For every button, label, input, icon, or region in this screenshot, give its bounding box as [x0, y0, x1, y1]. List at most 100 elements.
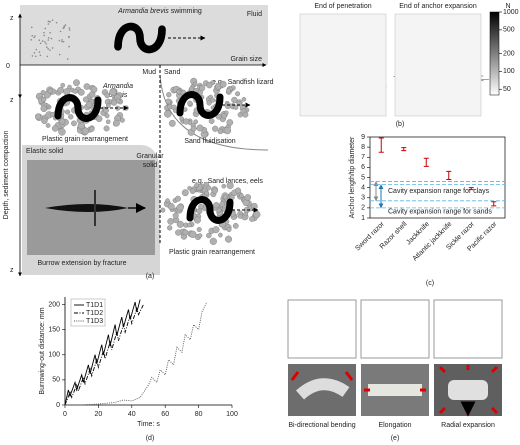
- x-tick-label: 20: [95, 411, 103, 418]
- grain: [34, 113, 42, 120]
- grain: [51, 125, 59, 132]
- grain: [68, 114, 74, 120]
- grain: [165, 98, 172, 105]
- grain: [165, 198, 170, 203]
- grain: [40, 90, 46, 95]
- grain: [221, 183, 227, 189]
- x-tick-label: 40: [128, 411, 136, 418]
- bg-dot: [62, 40, 65, 43]
- grain: [65, 109, 71, 115]
- y-tick-label: 5: [361, 174, 365, 181]
- grain: [59, 118, 66, 125]
- grain: [233, 105, 239, 110]
- range-label: Cavity expansion range for clays: [388, 188, 490, 195]
- grain: [226, 227, 232, 232]
- grain: [208, 118, 215, 124]
- fracture-arrows: [94, 190, 145, 226]
- y-tick-label: 9: [361, 134, 365, 141]
- x-tick-label: Atlantic jackknife: [412, 221, 454, 263]
- grain: [104, 113, 110, 119]
- bg-dot: [47, 36, 50, 39]
- colorbar-tick-label: 1000: [503, 9, 519, 16]
- error-bar: [401, 147, 407, 152]
- grain: [198, 84, 206, 92]
- grain: [219, 80, 227, 88]
- plastic-label: Plastic grain rearrangement: [169, 249, 255, 256]
- grain: [187, 100, 193, 106]
- grain: [82, 96, 89, 103]
- bg-dot: [38, 39, 41, 42]
- bg-dot: [47, 23, 50, 25]
- plot-frame: [369, 136, 506, 219]
- grain: [187, 222, 192, 228]
- bg-dot: [47, 20, 50, 23]
- bg-dot: [66, 58, 69, 60]
- grain: [215, 113, 222, 120]
- image-penetration: [299, 13, 387, 117]
- bg-dot: [63, 25, 66, 27]
- bg-dot: [30, 38, 33, 41]
- robot: [368, 384, 422, 396]
- range-label: Cavity expansion range for sands: [388, 209, 492, 216]
- caption: Bi-directional bending: [288, 422, 355, 429]
- grain: [167, 203, 175, 210]
- grain: [221, 113, 227, 119]
- y-tick-label: 100: [48, 352, 60, 359]
- grain: [179, 116, 184, 122]
- origin-label: 0: [6, 63, 10, 70]
- worm: [186, 196, 234, 224]
- z-label: z: [10, 97, 14, 104]
- species-label: Armandia: [102, 83, 133, 90]
- bg-dot: [51, 47, 54, 49]
- grain: [189, 230, 197, 238]
- grain-size-label: Grain size: [230, 56, 262, 63]
- grain: [194, 183, 199, 188]
- bg-dot: [61, 39, 63, 41]
- panel-label: (c): [426, 280, 434, 287]
- grain: [193, 81, 198, 87]
- panel-label: (e): [391, 435, 400, 442]
- z-label: z: [10, 15, 14, 22]
- bg-dot: [44, 27, 47, 30]
- grain: [104, 92, 110, 99]
- grain: [167, 218, 174, 225]
- bg-dot: [68, 36, 70, 39]
- bg-dot: [55, 21, 58, 24]
- grain: [223, 126, 232, 135]
- swimming-label: Armandia brevis swimming: [117, 8, 202, 15]
- grain: [193, 216, 201, 224]
- sand-label: Sand: [164, 69, 180, 76]
- bg-dot: [51, 19, 54, 21]
- x-tick-label: 80: [195, 411, 203, 418]
- bg-dot: [31, 34, 34, 37]
- grain: [241, 97, 247, 102]
- grain: [188, 86, 195, 92]
- image-expansion: [394, 13, 482, 117]
- bg-dot: [39, 42, 42, 45]
- bg-dot: [39, 54, 42, 57]
- grain: [77, 89, 85, 96]
- grain: [222, 194, 228, 200]
- grain: [168, 119, 176, 127]
- grain: [105, 119, 111, 125]
- sand-lances-label: e.g., Sand lances, eels: [192, 178, 263, 185]
- grain: [226, 181, 234, 189]
- worm: [176, 91, 224, 119]
- y-tick-label: 6: [361, 164, 365, 171]
- mud-label: Mud: [142, 69, 156, 76]
- x-tick-label: 100: [226, 411, 238, 418]
- grain: [72, 88, 78, 94]
- y-axis-label: Burrowing-out distance: mm: [39, 307, 46, 394]
- sandfish-label: e.g., Sandfish lizard: [212, 79, 274, 86]
- grain: [166, 92, 172, 98]
- grain: [216, 207, 222, 213]
- bg-dot: [38, 51, 41, 53]
- grain: [212, 125, 219, 132]
- bg-dot: [47, 39, 50, 41]
- grain: [103, 125, 110, 132]
- grain: [182, 229, 189, 236]
- granular-label: solid: [143, 162, 158, 169]
- bg-dot: [47, 48, 49, 50]
- grain: [212, 226, 220, 234]
